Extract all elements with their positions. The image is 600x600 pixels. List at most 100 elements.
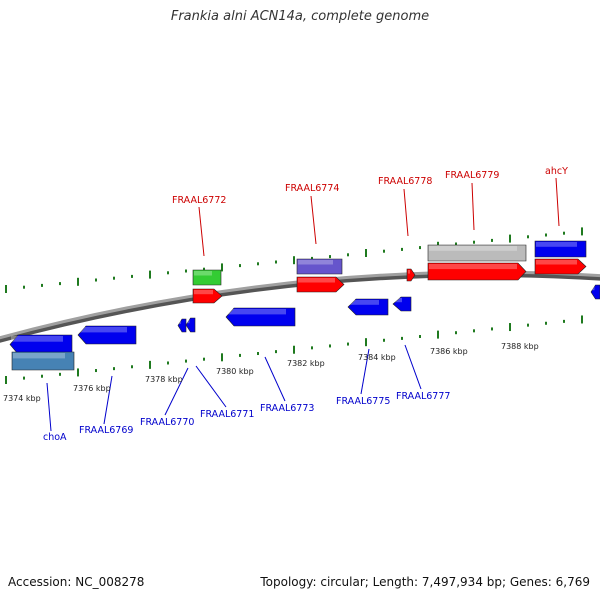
gene-feature-fraal6778[interactable] (406, 268, 416, 282)
upper-tick (239, 264, 241, 268)
gene-label-choa[interactable]: choA (43, 432, 67, 443)
upper-tick (23, 285, 25, 289)
upper-tick (545, 233, 547, 237)
gene-label-fraal6777[interactable]: FRAAL6777 (396, 391, 450, 402)
lower-tick (473, 329, 475, 333)
lower-tick (419, 334, 421, 338)
upper-tick (347, 253, 349, 257)
accession-text: Accession: NC_008278 (8, 575, 145, 589)
lower-tick (95, 369, 97, 373)
lower-tick (347, 342, 349, 346)
genome-summary-text: Topology: circular; Length: 7,497,934 bp… (260, 575, 590, 589)
upper-tick (41, 283, 43, 287)
ruler-labels: 7374 kbp 7376 kbp 7378 kbp 7380 kbp 7382… (3, 342, 539, 403)
lower-tick (113, 367, 115, 371)
lower-tick (167, 361, 169, 365)
gene-feature-fraal6773[interactable] (225, 307, 296, 327)
upper-tick (77, 277, 79, 286)
lower-tick (221, 353, 223, 362)
lower-tick (581, 315, 583, 324)
upper-tick (221, 263, 223, 272)
ruler-label: 7374 kbp (3, 394, 41, 403)
gene-feature-choa-steelblue[interactable] (11, 351, 75, 371)
upper-tick (581, 227, 583, 236)
connector-choa (46, 382, 52, 432)
lower-tick (329, 344, 331, 348)
upper-tick (185, 269, 187, 273)
upper-tick (203, 267, 205, 271)
gene-feature-fraal6775[interactable] (347, 298, 389, 316)
upper-tick (419, 246, 421, 250)
gene-feature-choa[interactable] (9, 334, 73, 355)
lower-tick (41, 374, 43, 378)
gene-feature-fraal6774-violet[interactable] (296, 258, 343, 275)
ruler-label: 7386 kbp (430, 347, 468, 356)
connector-fraal6773 (264, 356, 286, 402)
ruler-label: 7376 kbp (73, 384, 111, 393)
lower-tick (131, 365, 133, 369)
upper-tick (365, 249, 367, 257)
lower-tick (149, 360, 151, 369)
lower-tick (401, 336, 403, 340)
upper-tick (455, 242, 457, 246)
upper-tick (59, 282, 61, 286)
map-title: Frankia alni ACN14a, complete genome (170, 9, 430, 24)
upper-tick (329, 255, 331, 259)
lower-tick (293, 345, 295, 354)
gene-feature-ahcy-blue[interactable] (534, 240, 587, 258)
upper-tick (131, 274, 133, 278)
upper-tick (563, 231, 565, 235)
connector-fraal6771 (195, 365, 227, 408)
upper-tick (167, 271, 169, 275)
upper-tick (401, 247, 403, 251)
gene-label-fraal6771[interactable]: FRAAL6771 (200, 409, 254, 420)
connector-fraal6775 (360, 348, 370, 395)
lower-tick (563, 319, 565, 323)
lower-tick (365, 338, 367, 347)
connector-fraal6774 (310, 195, 317, 245)
lower-tick (275, 350, 277, 354)
gene-feature-fraal6779-grey[interactable] (427, 244, 527, 262)
gene-features (9, 240, 600, 371)
lower-tick (491, 327, 493, 331)
gene-feature-fraal6777[interactable] (392, 296, 412, 312)
lower-tick (455, 331, 457, 335)
lower-tick (59, 372, 61, 376)
gene-label-fraal6770[interactable]: FRAAL6770 (140, 417, 194, 428)
ruler-label: 7384 kbp (358, 353, 396, 362)
ruler-label: 7382 kbp (287, 359, 325, 368)
connector-fraal6778 (403, 188, 409, 237)
upper-tick (275, 260, 277, 264)
gene-feature-ahcy[interactable] (534, 258, 587, 275)
gene-label-fraal6774[interactable]: FRAAL6774 (285, 183, 339, 194)
gene-label-fraal6769[interactable]: FRAAL6769 (79, 425, 133, 436)
upper-tick (293, 256, 295, 265)
lower-tick (527, 323, 529, 327)
gene-label-fraal6773[interactable]: FRAAL6773 (260, 403, 314, 414)
lower-tick (545, 321, 547, 325)
gene-feature-fraal6774[interactable] (296, 276, 345, 293)
lower-tick (23, 376, 25, 380)
gene-feature-edge[interactable] (590, 284, 600, 300)
connector-ahcy (555, 177, 560, 227)
upper-tick (509, 234, 511, 243)
lower-tick (185, 359, 187, 363)
connector-fraal6777 (404, 344, 422, 390)
gene-label-ahcy[interactable]: ahcY (545, 166, 568, 177)
gene-feature-fraal6770[interactable] (177, 318, 187, 333)
gene-feature-fraal6772[interactable] (192, 288, 223, 304)
gene-feature-fraal6779[interactable] (427, 262, 527, 281)
ruler-label: 7380 kbp (216, 367, 254, 376)
reverse-strand-labels: choA FRAAL6769 FRAAL6770 FRAAL6771 FRAAL… (43, 391, 450, 443)
upper-tick (5, 285, 7, 293)
gene-label-fraal6772[interactable]: FRAAL6772 (172, 195, 226, 206)
gene-feature-fraal6769[interactable] (77, 325, 137, 345)
gene-label-fraal6778[interactable]: FRAAL6778 (378, 176, 432, 187)
gene-label-fraal6779[interactable]: FRAAL6779 (445, 170, 499, 181)
gene-label-fraal6775[interactable]: FRAAL6775 (336, 396, 390, 407)
upper-tick (491, 238, 493, 242)
gene-feature-fraal6772-green[interactable] (192, 269, 222, 286)
gene-feature-fraal6771[interactable] (185, 317, 196, 333)
